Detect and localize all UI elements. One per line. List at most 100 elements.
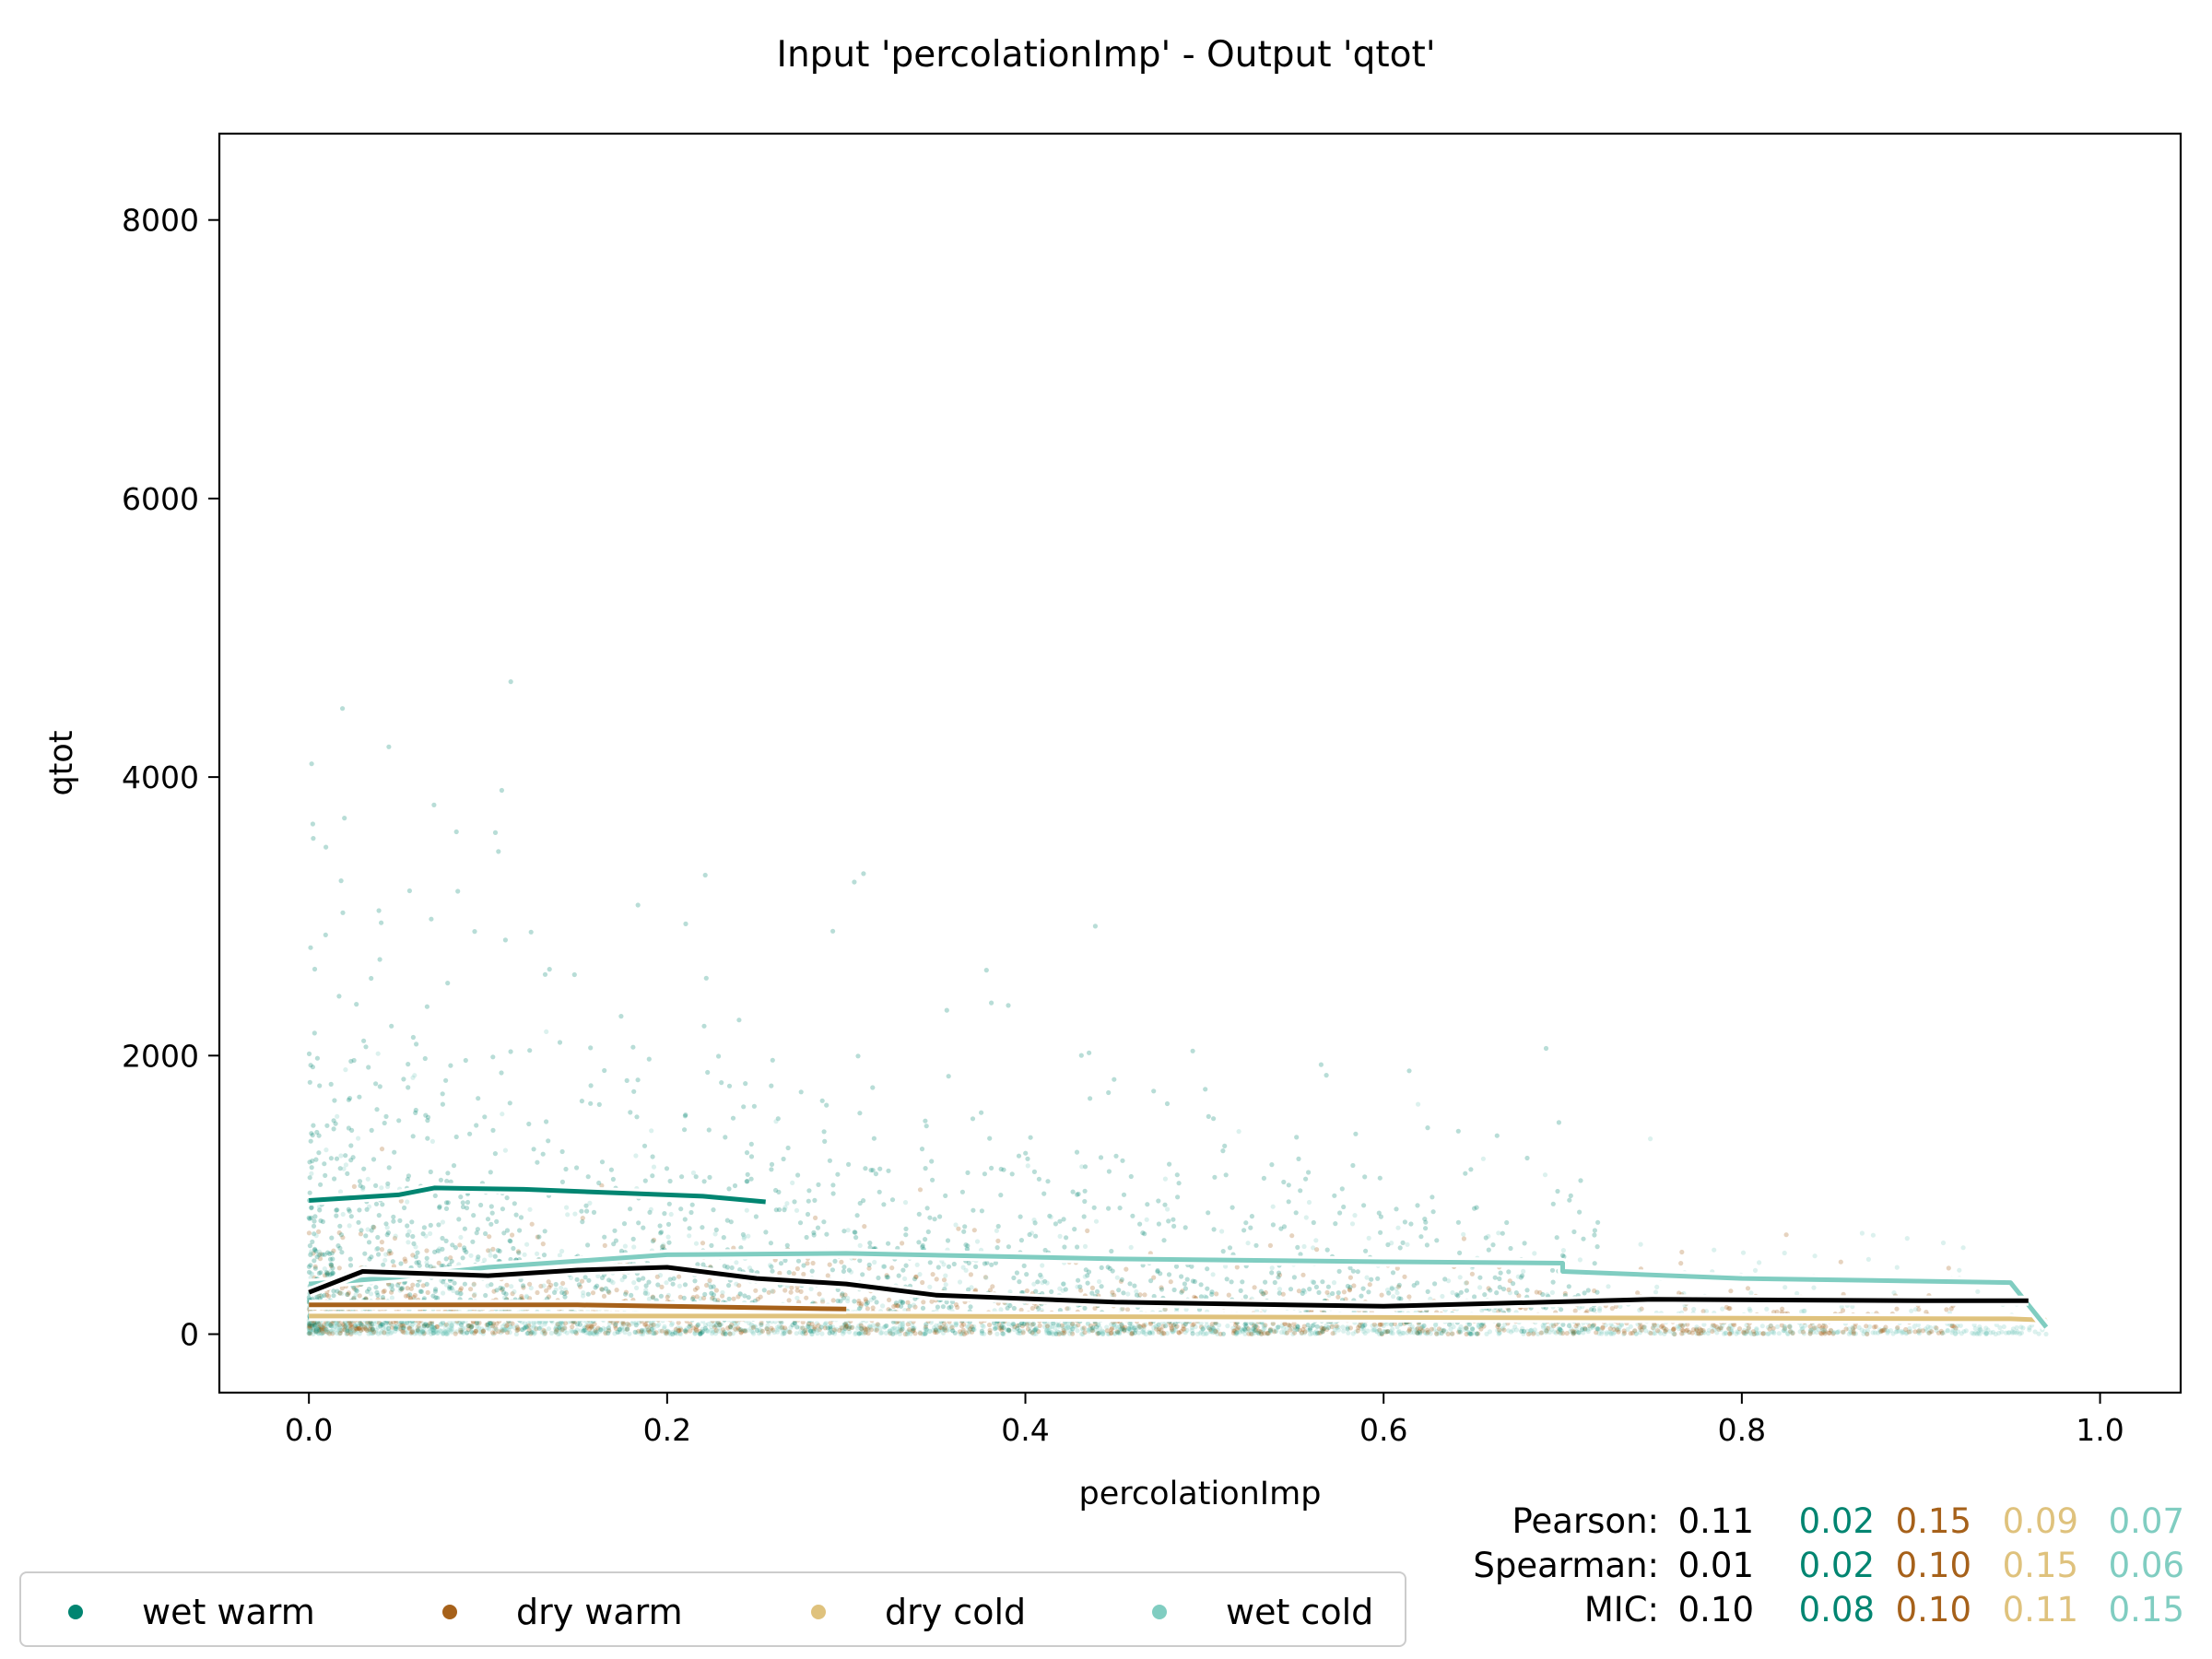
- scatter-point: [408, 1330, 414, 1335]
- scatter-point: [361, 1324, 367, 1330]
- scatter-point: [1362, 1330, 1368, 1336]
- scatter-point: [1140, 1329, 1146, 1335]
- scatter-point: [937, 1214, 943, 1219]
- scatter-point: [1173, 1264, 1180, 1269]
- scatter-point: [1433, 1323, 1439, 1328]
- scatter-point: [870, 1085, 876, 1090]
- scatter-point: [407, 1325, 413, 1332]
- scatter-point: [809, 1331, 815, 1336]
- scatter-point: [558, 1326, 563, 1332]
- scatter-point: [603, 1329, 608, 1335]
- scatter-point: [1311, 1219, 1316, 1226]
- scatter-point: [881, 1202, 887, 1207]
- scatter-point: [1011, 1305, 1017, 1312]
- scatter-point: [1513, 1327, 1520, 1333]
- scatter-point: [1099, 1265, 1104, 1270]
- scatter-point: [736, 1018, 742, 1023]
- scatter-point: [569, 1328, 574, 1334]
- scatter-point: [474, 1123, 479, 1128]
- scatter-point: [346, 1206, 351, 1212]
- scatter-point: [1087, 1329, 1092, 1335]
- scatter-point: [397, 1288, 403, 1293]
- scatter-point: [787, 1329, 793, 1335]
- scatter-point: [1903, 1326, 1909, 1333]
- scatter-point: [1780, 1306, 1785, 1312]
- scatter-point: [2020, 1325, 2026, 1331]
- scatter-point: [590, 1330, 595, 1335]
- scatter-point: [874, 1300, 879, 1305]
- scatter-point: [354, 1321, 359, 1327]
- scatter-point: [1463, 1171, 1468, 1176]
- scatter-point: [682, 1217, 688, 1222]
- scatter-point: [408, 1331, 414, 1336]
- scatter-point: [1260, 1329, 1265, 1335]
- scatter-point: [1070, 1326, 1076, 1332]
- scatter-point: [629, 1292, 634, 1298]
- scatter-point: [317, 1324, 324, 1329]
- scatter-point: [1822, 1330, 1828, 1335]
- scatter-point: [1873, 1324, 1878, 1329]
- scatter-point: [1068, 1324, 1074, 1330]
- scatter-point: [1658, 1324, 1665, 1330]
- scatter-point: [1170, 1328, 1175, 1334]
- scatter-point: [345, 1291, 350, 1298]
- scatter-point: [1154, 1326, 1159, 1332]
- scatter-point: [332, 1324, 338, 1330]
- scatter-point: [1033, 1288, 1039, 1294]
- scatter-point: [1573, 1329, 1579, 1335]
- scatter-point: [558, 1321, 563, 1326]
- scatter-point: [1265, 1331, 1271, 1336]
- scatter-point: [750, 1324, 757, 1330]
- scatter-point: [1379, 1292, 1384, 1298]
- scatter-point: [1112, 1292, 1117, 1298]
- scatter-point: [310, 1323, 315, 1329]
- scatter-point: [1238, 1329, 1243, 1335]
- scatter-point: [647, 1329, 653, 1335]
- scatter-point: [852, 1230, 857, 1235]
- scatter-point: [564, 1330, 570, 1335]
- scatter-point: [316, 1328, 322, 1334]
- scatter-point: [359, 1228, 364, 1233]
- scatter-point: [340, 910, 346, 915]
- scatter-point: [328, 1328, 334, 1334]
- scatter-point: [1495, 1324, 1500, 1329]
- scatter-point: [1163, 1324, 1169, 1329]
- scatter-point: [797, 1329, 803, 1335]
- scatter-point: [1159, 1287, 1165, 1292]
- scatter-point: [1504, 1219, 1510, 1226]
- scatter-point: [348, 1058, 354, 1065]
- scatter-point: [542, 1329, 548, 1335]
- scatter-point: [677, 1294, 683, 1300]
- scatter-point: [1276, 1324, 1281, 1330]
- scatter-point: [1112, 1322, 1117, 1327]
- scatter-point: [813, 1326, 818, 1332]
- scatter-point: [514, 1323, 520, 1329]
- scatter-point: [1089, 1285, 1095, 1290]
- scatter-point: [716, 1053, 722, 1059]
- scatter-point: [1398, 1296, 1404, 1301]
- scatter-point: [832, 1329, 838, 1335]
- scatter-point: [722, 1329, 727, 1335]
- scatter-point: [923, 1330, 929, 1336]
- scatter-point: [636, 1220, 641, 1226]
- scatter-point: [319, 1331, 324, 1336]
- scatter-point: [648, 1206, 654, 1212]
- scatter-point: [966, 1328, 971, 1334]
- scatter-point: [875, 1322, 880, 1327]
- scatter-point: [1168, 1323, 1173, 1328]
- scatter-point: [480, 1329, 486, 1335]
- scatter-point: [1800, 1325, 1806, 1331]
- scatter-point: [721, 1235, 726, 1241]
- scatter-point: [317, 1256, 324, 1262]
- scatter-point: [712, 1331, 719, 1336]
- scatter-point: [856, 1331, 862, 1336]
- scatter-point: [588, 1083, 594, 1088]
- scatter-point: [1220, 1331, 1226, 1336]
- scatter-point: [413, 1329, 418, 1335]
- scatter-point: [634, 1285, 640, 1290]
- scatter-point: [347, 1223, 352, 1229]
- scatter-point: [452, 1280, 457, 1286]
- scatter-point: [1547, 1329, 1552, 1335]
- scatter-point: [1754, 1331, 1759, 1336]
- scatter-point: [917, 1329, 923, 1335]
